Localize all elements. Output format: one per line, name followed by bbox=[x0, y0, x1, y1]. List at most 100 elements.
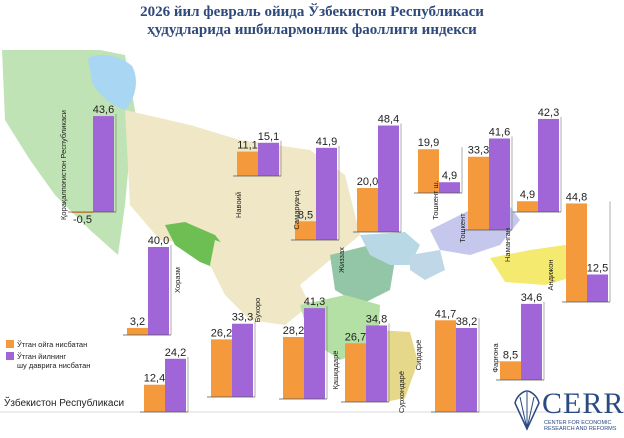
bar-prev-month-11 bbox=[283, 336, 304, 399]
bar-prev-month-4 bbox=[357, 188, 378, 232]
legend-swatch-prev-year bbox=[6, 352, 14, 360]
bar-prev-year-1 bbox=[93, 116, 114, 212]
bar-prev-year-14 bbox=[521, 303, 542, 380]
bar-prev-year-15 bbox=[165, 358, 186, 412]
chart-title-line1: 2026 йил февраль ойида Ўзбекистон Респуб… bbox=[140, 4, 484, 20]
data-label-prev-month-1: -0,5 bbox=[73, 214, 92, 226]
bars-layer: -0,5 43,6 Қорақалпоғистон Республикаси 11,1… bbox=[59, 104, 611, 413]
bar-group-6: 33,341,6 Тошкент bbox=[458, 126, 513, 243]
data-label-prev-year-5: 4,9 bbox=[442, 170, 457, 182]
bar-prev-year-11 bbox=[304, 308, 325, 399]
data-label-prev-year-9: 40,0 bbox=[148, 235, 169, 247]
bar-prev-year-5 bbox=[439, 182, 460, 193]
legend-label-prev-month: Ўтган ойга нисбатан bbox=[17, 340, 88, 349]
data-label-prev-year-13: 38,2 bbox=[456, 316, 477, 328]
cerr-shell-icon bbox=[514, 390, 540, 431]
data-label-prev-year-12: 34,8 bbox=[366, 313, 387, 325]
category-label-13: Сирдарё bbox=[414, 340, 423, 371]
bar-group-8: 44,8 12,5 Андижон bbox=[546, 191, 611, 303]
data-label-prev-year-3: 41,9 bbox=[316, 136, 337, 148]
category-label-14: Фарғона bbox=[491, 343, 500, 373]
region-fergana-valley bbox=[490, 245, 585, 285]
bar-group-15: 12,4 24,2 bbox=[140, 347, 189, 413]
legend: Ўтган ойга нисбатан Ўтган йилнинг шу дав… bbox=[6, 340, 90, 373]
bar-prev-month-15 bbox=[144, 384, 165, 412]
data-label-prev-month-2: 11,1 bbox=[237, 140, 258, 152]
cerr-logo-text: CERR bbox=[542, 387, 624, 420]
data-label-prev-year-4: 48,4 bbox=[378, 114, 399, 126]
region-bukhara bbox=[210, 240, 310, 325]
legend-item-prev-year: Ўтган йилнинг шу даврига нисбатан bbox=[6, 352, 90, 370]
bar-group-12: 26,734,8 Сурхондарё bbox=[341, 313, 406, 413]
bar-prev-month-7 bbox=[517, 201, 538, 212]
aral-sea bbox=[88, 54, 136, 110]
country-label: Ўзбекистон Республикаси bbox=[4, 398, 125, 409]
data-label-prev-month-13: 41,7 bbox=[435, 308, 456, 320]
bar-prev-month-14 bbox=[500, 361, 521, 380]
category-label-5: Тошкент ш. bbox=[431, 180, 440, 219]
category-label-3: Самарқанд bbox=[292, 190, 301, 230]
data-label-prev-month-10: 26,2 bbox=[211, 327, 232, 339]
bar-prev-month-9 bbox=[127, 327, 148, 335]
data-label-prev-year-14: 34,6 bbox=[521, 292, 542, 304]
category-label-6: Тошкент bbox=[458, 213, 467, 243]
bar-prev-month-8 bbox=[566, 203, 587, 302]
category-label-2: Навоий bbox=[234, 192, 243, 218]
bar-prev-month-3 bbox=[295, 221, 316, 240]
data-label-prev-year-11: 41,3 bbox=[304, 296, 325, 308]
data-label-prev-month-15: 12,4 bbox=[144, 373, 165, 385]
data-label-prev-year-6: 41,6 bbox=[489, 126, 510, 138]
bar-prev-year-12 bbox=[366, 325, 387, 402]
bar-prev-month-5 bbox=[418, 149, 439, 193]
bar-group-1: -0,5 43,6 Қорақалпоғистон Республикаси bbox=[59, 104, 117, 226]
data-label-prev-month-11: 28,2 bbox=[283, 325, 304, 337]
bar-group-10: 26,233,3 Бухоро bbox=[207, 298, 262, 398]
bar-prev-month-1 bbox=[72, 212, 93, 214]
bar-prev-year-9 bbox=[148, 247, 169, 335]
cerr-logo-sub-line2: RESEARCH AND REFORMS bbox=[544, 426, 617, 432]
data-label-prev-month-4: 20,0 bbox=[357, 176, 378, 188]
bar-prev-year-7 bbox=[538, 118, 559, 212]
category-label-4: Жиззах bbox=[337, 247, 346, 273]
data-label-prev-month-6: 33,3 bbox=[468, 145, 489, 157]
chart-title-line2: ҳудудларида ишбилармонлик фаоллиги индек… bbox=[147, 22, 477, 38]
bar-prev-year-4 bbox=[378, 125, 399, 232]
category-label-11: Қашқадарё bbox=[331, 351, 340, 390]
cerr-logo-subtitle: CENTER FOR ECONOMIC RESEARCH AND REFORMS bbox=[544, 420, 616, 432]
cerr-logo-sub-line1: CENTER FOR ECONOMIC bbox=[544, 420, 612, 426]
legend-swatch-prev-month bbox=[6, 340, 14, 348]
category-label-10: Бухоро bbox=[253, 298, 262, 323]
bar-group-9: 3,2 40,0 Хоразм bbox=[123, 235, 182, 336]
bar-prev-year-13 bbox=[456, 327, 477, 412]
bar-prev-year-6 bbox=[489, 138, 510, 230]
bar-prev-month-2 bbox=[237, 151, 258, 176]
data-label-prev-month-8: 44,8 bbox=[566, 191, 587, 203]
bar-prev-year-8 bbox=[587, 274, 608, 302]
data-label-prev-year-2: 15,1 bbox=[258, 131, 279, 143]
bar-group-14: 8,5 34,6 Фарғона bbox=[491, 292, 545, 381]
bar-prev-year-2 bbox=[258, 142, 279, 176]
bar-group-2: 11,115,1 Навоий bbox=[233, 131, 282, 218]
data-label-prev-month-3: 8,5 bbox=[298, 209, 313, 221]
category-label-9: Хоразм bbox=[173, 267, 182, 293]
region-syrdarya bbox=[410, 250, 445, 280]
bar-group-7: 4,9 42,3 Наманган bbox=[503, 107, 562, 262]
category-label-12: Сурхондарё bbox=[397, 371, 406, 413]
data-label-prev-year-8: 12,5 bbox=[587, 263, 608, 275]
bar-group-11: 28,2 41,3 Қашқадарё bbox=[279, 296, 340, 400]
data-label-prev-month-14: 8,5 bbox=[503, 349, 518, 361]
bar-prev-month-13 bbox=[435, 320, 456, 412]
bar-prev-month-6 bbox=[468, 156, 489, 230]
cerr-logo: CERR CENTER FOR ECONOMIC RESEARCH AND RE… bbox=[512, 387, 623, 435]
data-label-prev-month-7: 4,9 bbox=[520, 189, 535, 201]
data-label-prev-year-15: 24,2 bbox=[165, 347, 186, 359]
legend-item-prev-month: Ўтган ойга нисбатан bbox=[6, 340, 90, 349]
bar-prev-year-10 bbox=[232, 323, 253, 397]
bar-prev-month-12 bbox=[345, 343, 366, 402]
bar-prev-year-3 bbox=[316, 147, 337, 240]
bar-group-4: 20,0 48,4 Жиззах bbox=[337, 114, 402, 273]
bar-group-3: 8,5 41,9 Самарқанд bbox=[291, 136, 340, 241]
data-label-prev-month-12: 26,7 bbox=[345, 331, 366, 343]
